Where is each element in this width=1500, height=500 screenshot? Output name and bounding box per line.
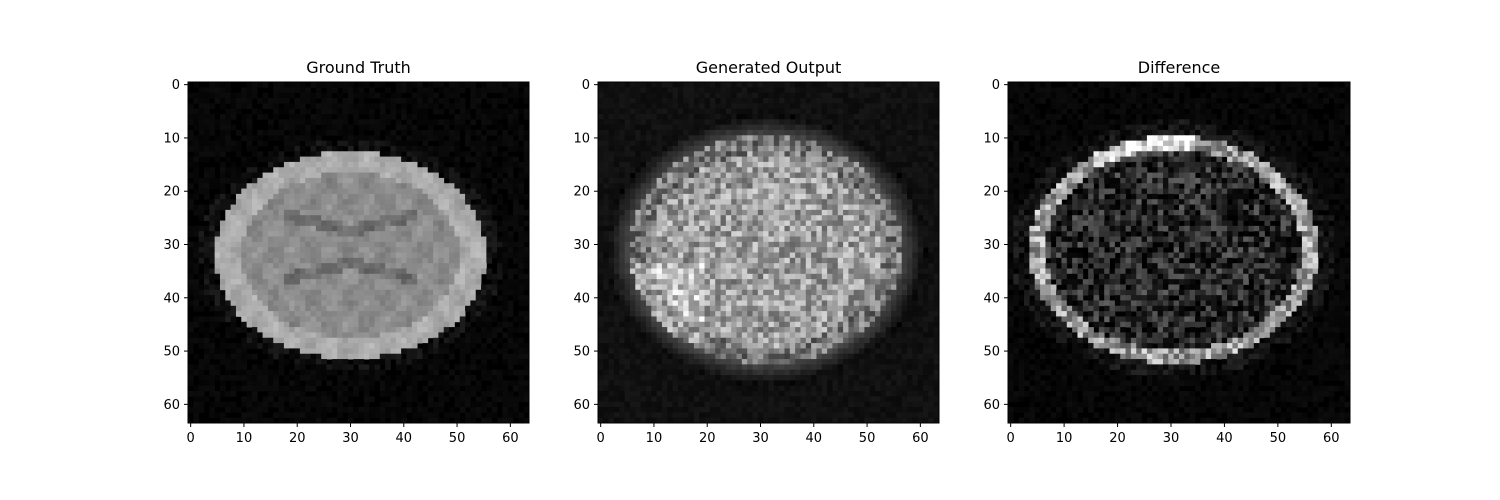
panel-difference: Difference 0 0 10 10 20 20 30 30 40 40 50 50 60 60 — [983, 58, 1351, 446]
panel-title: Ground Truth — [306, 58, 411, 77]
x-tick-label: 30 — [752, 431, 769, 446]
x-tick-label: 20 — [289, 431, 306, 446]
panel-title: Difference — [1138, 58, 1220, 77]
y-tick-label: 10 — [983, 131, 1000, 146]
x-tick-label: 20 — [699, 431, 716, 446]
x-tick-label: 30 — [342, 431, 359, 446]
y-tick-label: 0 — [172, 78, 180, 93]
y-tick-label: 20 — [573, 185, 590, 200]
y-tick-label: 10 — [573, 131, 590, 146]
x-tick-label: 10 — [1056, 431, 1073, 446]
x-tick-label: 60 — [912, 431, 929, 446]
x-tick-label: 60 — [1323, 431, 1340, 446]
x-tick-label: 30 — [1163, 431, 1180, 446]
y-tick-label: 60 — [573, 398, 590, 413]
x-tick-label: 20 — [1109, 431, 1126, 446]
x-tick-label: 60 — [502, 431, 519, 446]
axes-frame — [597, 81, 940, 424]
y-tick-label: 10 — [163, 131, 180, 146]
y-tick-label: 50 — [163, 345, 180, 360]
image-heatmap — [598, 82, 940, 424]
x-tick-label: 10 — [646, 431, 663, 446]
axes-frame — [187, 81, 530, 424]
panel-title: Generated Output — [696, 58, 842, 77]
y-tick-label: 40 — [573, 291, 590, 306]
x-tick-label: 50 — [1270, 431, 1287, 446]
panel-ground-truth: Ground Truth 0 0 10 10 20 20 30 30 40 40 50 50 60 60 — [163, 58, 530, 446]
x-tick-label: 40 — [1216, 431, 1233, 446]
x-tick-label: 40 — [396, 431, 413, 446]
x-tick-label: 50 — [449, 431, 466, 446]
y-tick-label: 30 — [163, 238, 180, 253]
x-tick-label: 50 — [859, 431, 876, 446]
y-tick-label: 60 — [163, 398, 180, 413]
y-tick-label: 50 — [573, 345, 590, 360]
y-tick-label: 40 — [163, 291, 180, 306]
x-tick-label: 40 — [806, 431, 823, 446]
y-tick-label: 30 — [983, 238, 1000, 253]
y-tick-label: 20 — [983, 185, 1000, 200]
y-tick-label: 50 — [983, 345, 1000, 360]
x-tick-label: 10 — [236, 431, 253, 446]
y-tick-label: 20 — [163, 185, 180, 200]
axes-frame — [1007, 81, 1351, 424]
x-tick-label: 0 — [1007, 431, 1015, 446]
x-tick-label: 0 — [187, 431, 195, 446]
y-tick-label: 40 — [983, 291, 1000, 306]
x-tick-label: 0 — [597, 431, 605, 446]
panel-generated-output: Generated Output 0 0 10 10 20 20 30 30 40 40 50 50 6… — [573, 58, 940, 446]
y-tick-label: 30 — [573, 238, 590, 253]
y-tick-label: 60 — [983, 398, 1000, 413]
y-tick-label: 0 — [992, 78, 1000, 93]
y-tick-label: 0 — [582, 78, 590, 93]
image-heatmap — [188, 82, 530, 424]
image-heatmap — [1008, 82, 1351, 424]
